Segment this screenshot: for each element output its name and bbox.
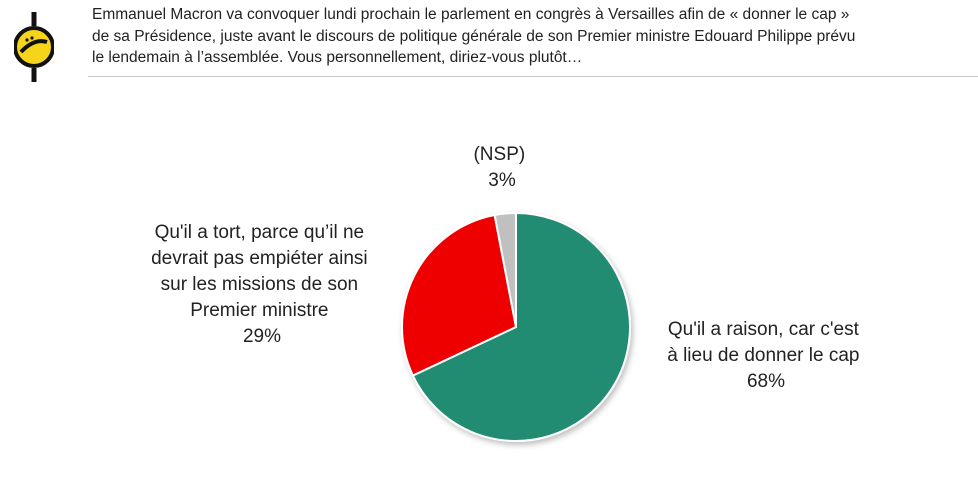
question-text: Emmanuel Macron va convoquer lundi proch… — [92, 4, 972, 69]
slice-value-label: 29% — [243, 326, 281, 347]
yellow-circle-logo-icon — [14, 12, 54, 82]
slice-label-line: sur les missions de son — [161, 274, 358, 295]
slice-value-label: 3% — [488, 170, 516, 191]
pie-slice-raison — [411, 211, 631, 442]
slice-label-line: Qu'il a tort, parce qu’il ne — [155, 222, 365, 243]
question-line: de sa Présidence, juste avant le discour… — [92, 27, 856, 45]
slice-label-line: à lieu de donner le cap — [667, 345, 859, 366]
slice-value-label: 68% — [747, 371, 785, 392]
pie-slice-tort — [401, 213, 518, 377]
slice-label-line: Qu'il a raison, car c'est — [668, 319, 860, 340]
slice-label-line: Premier ministre — [190, 300, 328, 321]
slice-label-line: (NSP) — [473, 144, 525, 165]
slice-label-tort: Qu'il a tort, parce qu’il ne devrait pas… — [151, 222, 373, 347]
header-divider — [88, 76, 978, 77]
question-line: le lendemain à l’assemblée. Vous personn… — [92, 49, 583, 66]
slice-label-line: devrait pas empiéter ainsi — [151, 248, 368, 269]
pie-slice-nsp — [493, 211, 517, 328]
question-line: Emmanuel Macron va convoquer lundi proch… — [92, 6, 850, 23]
slice-label-nsp: (NSP) 3% — [473, 144, 530, 191]
slice-label-raison: Qu'il a raison, car c'est à lieu de donn… — [667, 319, 865, 392]
